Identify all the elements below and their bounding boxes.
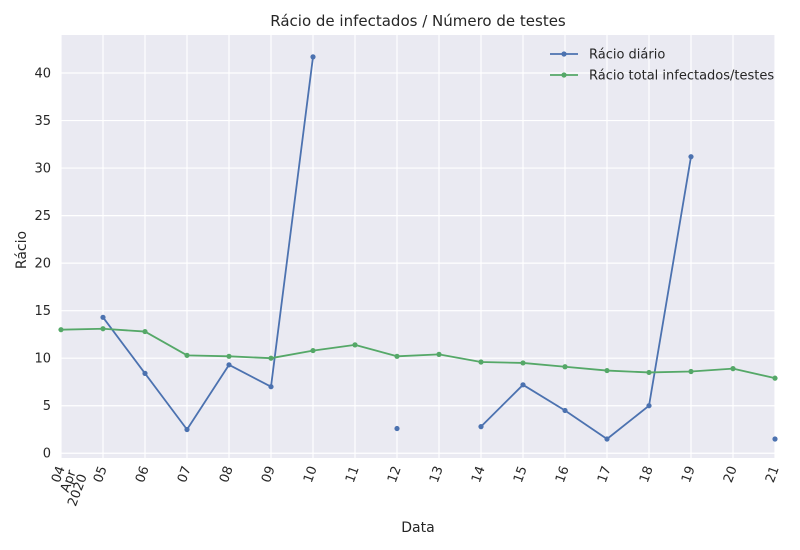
x-tick-label: 11 [343,464,363,485]
series-2-point [604,367,610,374]
x-tick-label: 16 [553,464,573,485]
series-2-point [436,351,442,357]
x-axis-title: Data [401,520,434,536]
legend-marker [561,51,567,57]
series-2-point [58,327,64,333]
series-1-point [268,384,274,390]
y-tick-label: 0 [43,447,51,462]
x-tick-label: 05 [91,464,111,485]
series-2-point [352,342,358,348]
series-2-point [226,353,232,359]
chart-title: Rácio de infectados / Número de testes [270,12,566,30]
y-tick-label: 35 [34,114,51,129]
series-2-point [562,364,568,370]
series-1-point [226,362,232,368]
series-1-point [604,436,610,442]
gridlines [60,35,776,458]
x-tick-label: 14 [469,464,489,485]
y-tick-label: 30 [34,162,51,177]
series-2-point [478,359,484,365]
x-tick-label: 04 [49,464,69,485]
y-tick-label: 40 [34,67,51,82]
x-tick-label: 17 [595,464,615,485]
series-2-point [730,366,736,372]
series-line-1 [480,156,692,440]
legend-marker [561,72,567,78]
x-tick-label: 12 [385,464,405,485]
series-1-point [562,407,568,414]
x-tick-label: 15 [511,464,531,485]
series-2-point [772,375,778,381]
series-1-point [520,382,526,388]
series-1-point [478,424,484,430]
series-2-point [646,369,652,376]
series-2-point [520,360,526,366]
x-tick-label: 06 [133,464,153,485]
series-1-point [646,403,652,409]
x-tick-label: 20 [721,464,741,485]
x-tick-label: 08 [217,464,237,485]
series-2-point [394,353,400,359]
series-1-point [100,314,106,320]
x-tick-label: 18 [637,464,657,485]
series-1-point [142,370,148,376]
series-1-point [772,436,778,442]
legend-label: Rácio total infectados/testes [589,69,774,84]
x-tick-sublabel: Apr [58,468,80,495]
legend-label: Rácio diário [589,48,665,63]
x-tick-label: 13 [427,464,447,485]
plot-area [61,35,775,458]
series-line-2 [60,327,776,380]
x-tick-label: 10 [301,464,321,485]
x-tick-label: 19 [679,464,699,485]
series-2-point [142,328,148,335]
x-tick-label: 07 [175,464,195,485]
series-2-point [688,368,694,375]
x-tick-label: 09 [259,464,279,485]
series-1-point [688,154,694,160]
y-tick-label: 25 [34,209,51,224]
y-tick-label: 20 [34,257,51,272]
x-tick-label: 21 [763,464,783,485]
series-layer [58,54,778,442]
series-1-point [184,426,190,433]
legend: Rácio diário Rácio total infectados/teste… [550,48,774,84]
y-tick-label: 5 [43,399,51,414]
series-2-point [310,347,316,354]
series-2-point [268,355,274,361]
series-line-1 [102,56,314,431]
y-axis-title: Rácio [14,231,30,269]
y-tick-label: 10 [34,352,51,367]
series-2-point [184,352,190,358]
series-1-point [310,54,316,60]
series-1-point [394,425,400,432]
y-tick-label: 15 [34,304,51,319]
series-2-point [100,326,106,332]
